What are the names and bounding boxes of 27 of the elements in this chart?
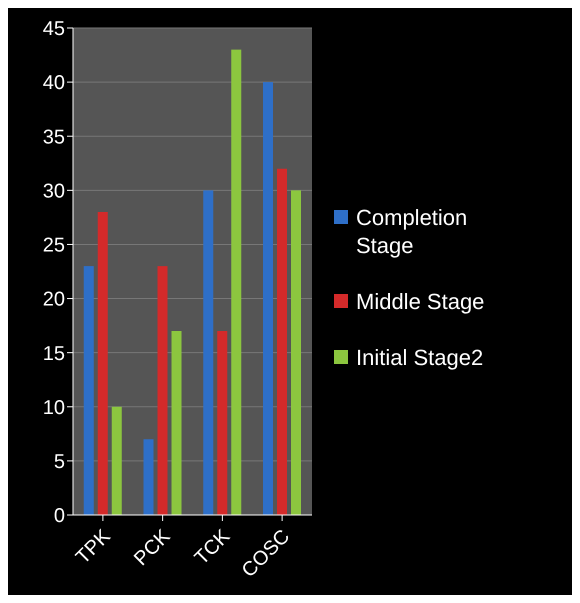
bar <box>277 168 288 515</box>
y-tick-label: 25 <box>42 234 65 257</box>
bar <box>172 331 182 515</box>
y-tick-label: 45 <box>42 18 65 40</box>
y-tick-label: 35 <box>42 126 65 148</box>
legend-label: Middle Stage <box>356 288 486 316</box>
bar <box>112 406 122 515</box>
y-tick-label: 10 <box>42 396 65 419</box>
bar <box>217 331 228 515</box>
y-tick-label: 30 <box>42 180 65 202</box>
y-tick-label: 5 <box>54 450 65 473</box>
y-tick-label: 40 <box>42 72 65 94</box>
legend-label: Completion Stage <box>356 204 468 260</box>
x-tick-label: TCK <box>190 525 235 570</box>
bar <box>144 439 154 515</box>
bar <box>263 82 274 515</box>
y-tick-label: 0 <box>54 505 65 528</box>
y-tick-label: 20 <box>42 288 65 311</box>
bar <box>203 190 214 515</box>
bar <box>291 190 302 515</box>
x-tick-label: TPK <box>72 525 116 569</box>
bar <box>231 50 242 515</box>
legend-label: Initial Stage2 <box>356 344 484 372</box>
y-tick-label: 15 <box>42 342 65 365</box>
bar <box>158 266 168 515</box>
bar <box>98 212 108 515</box>
bar <box>84 266 94 515</box>
